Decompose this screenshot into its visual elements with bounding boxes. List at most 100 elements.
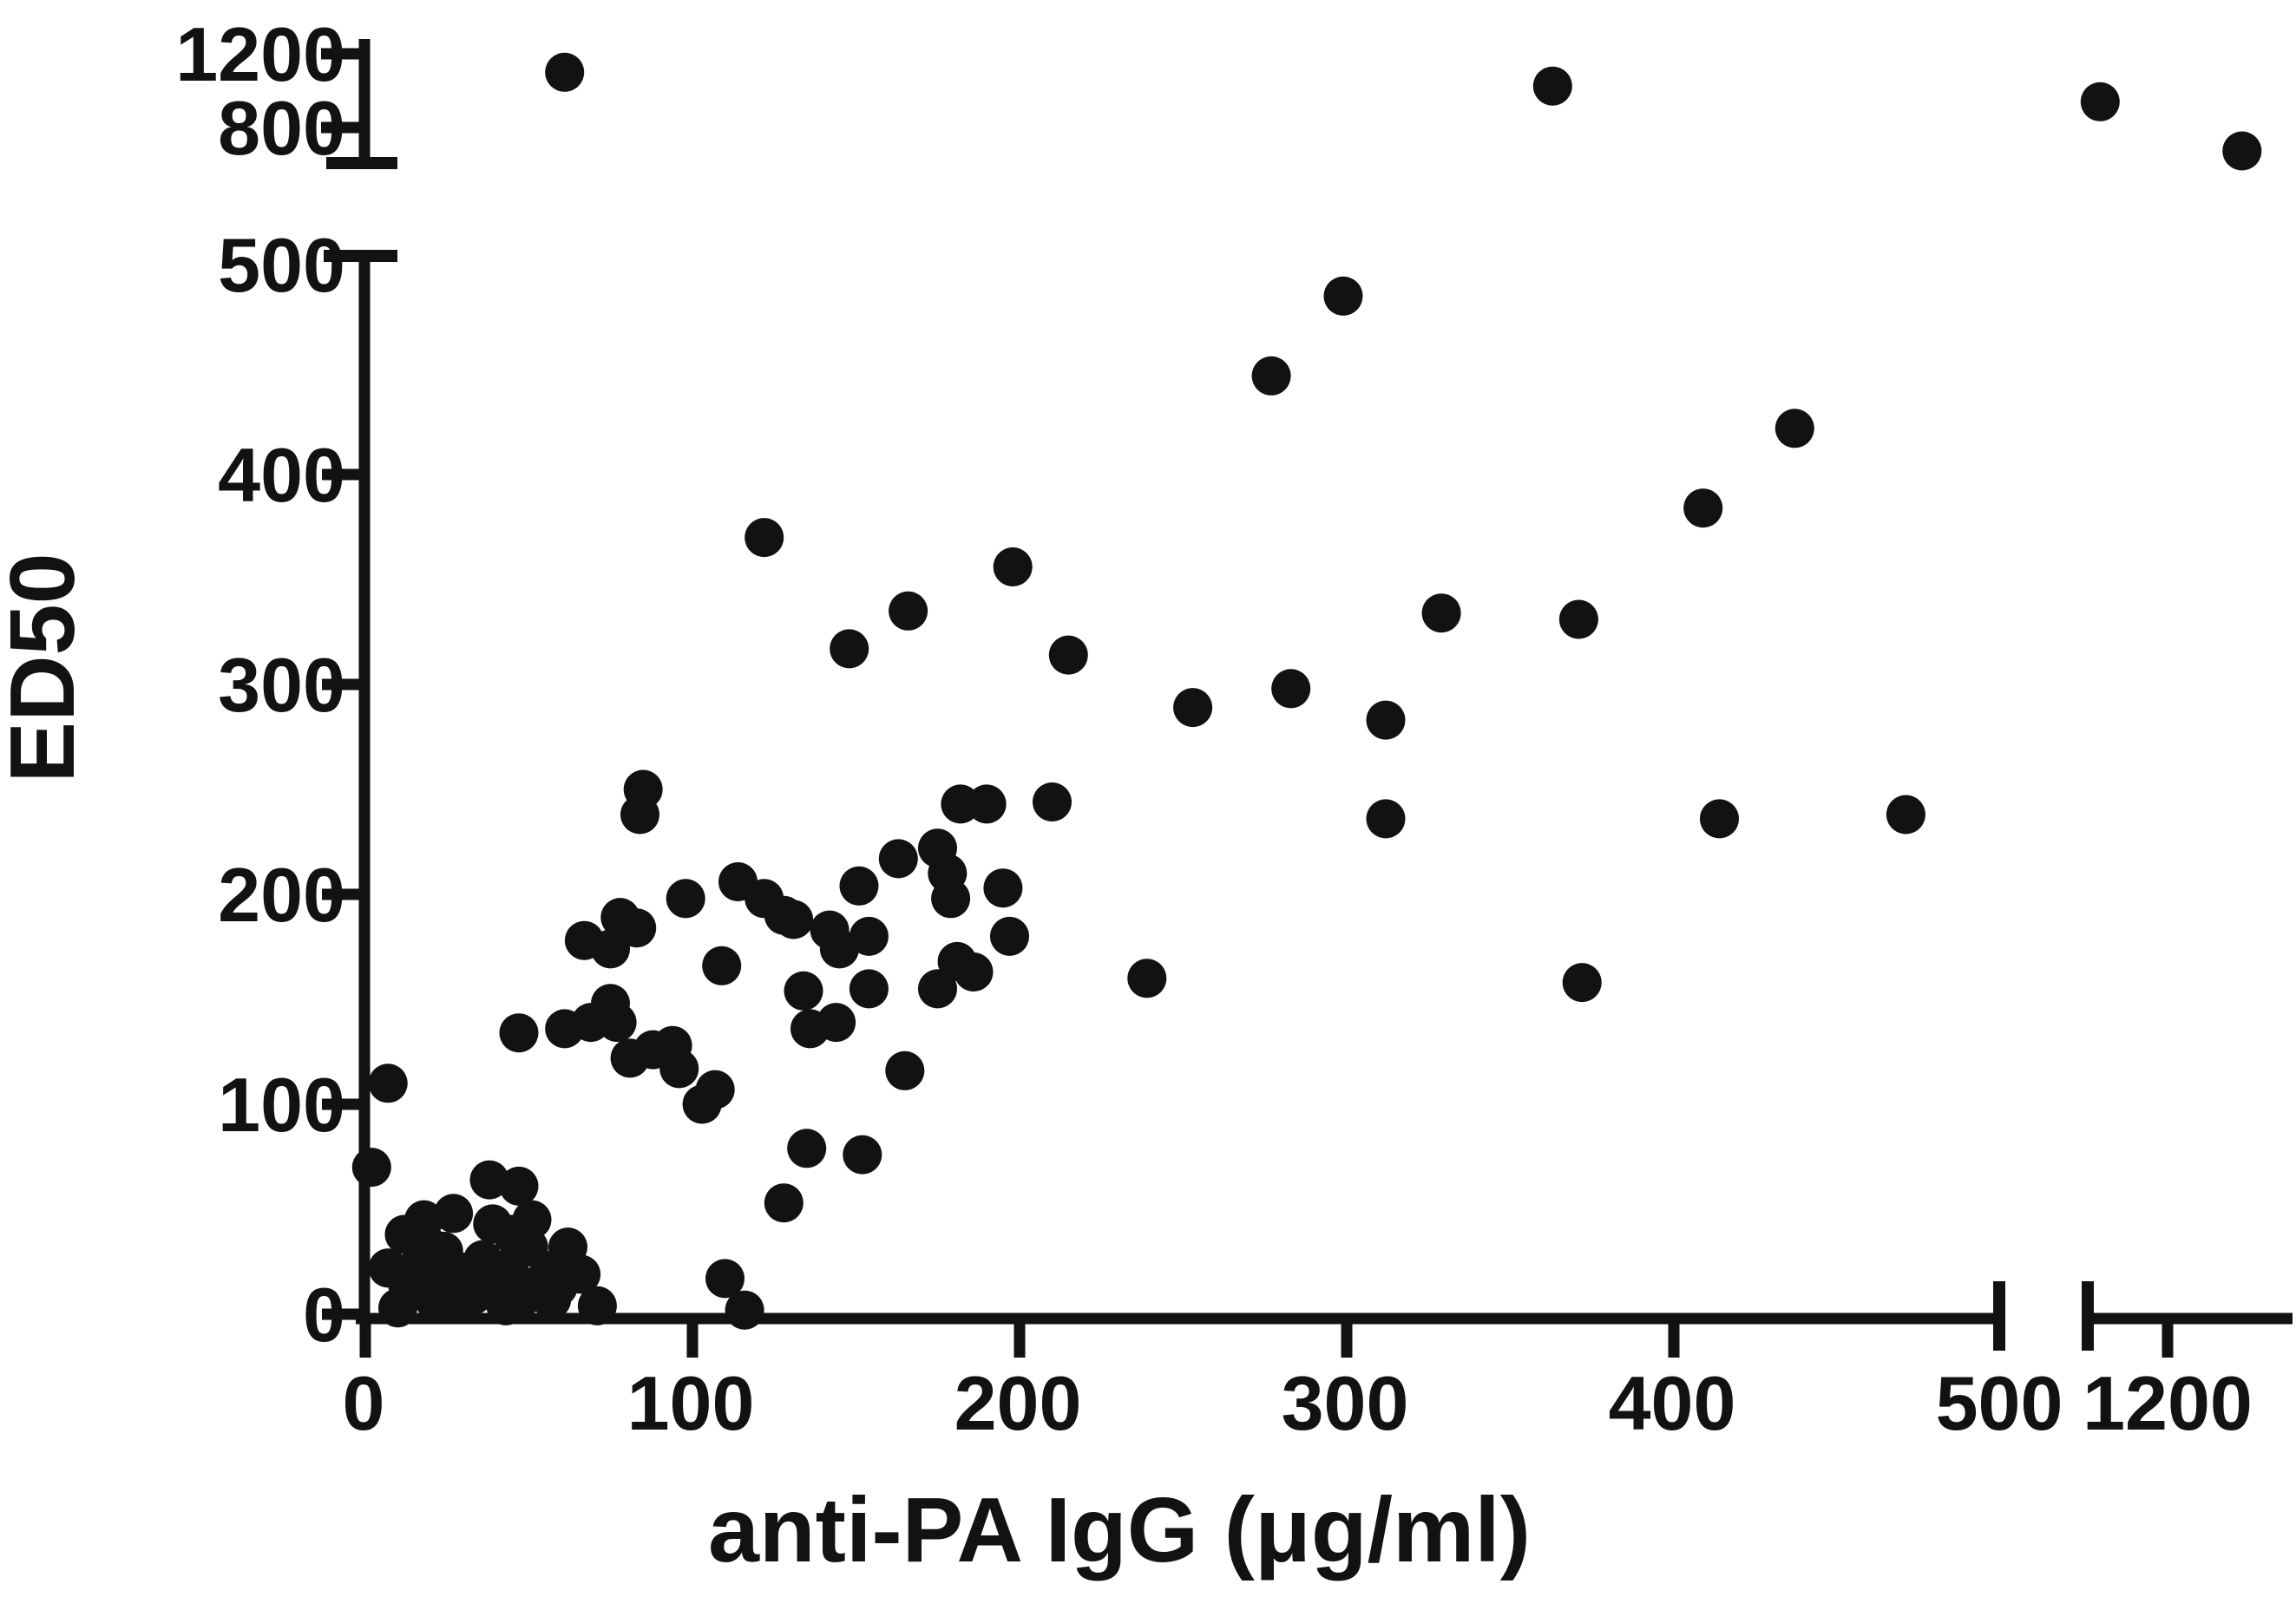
data-point: [659, 1049, 699, 1089]
y-axis-500-crossbar: [324, 250, 397, 262]
data-point: [1421, 593, 1461, 633]
data-point: [368, 1064, 408, 1103]
axis-ticks: [321, 48, 2174, 1358]
x-tick-label: 100: [627, 1360, 755, 1446]
data-point: [849, 969, 889, 1009]
y-tick-label: 1200: [175, 11, 345, 97]
data-point: [1048, 635, 1088, 675]
data-point: [1127, 959, 1167, 998]
y-tick: [321, 121, 368, 134]
data-point: [983, 868, 1023, 908]
y-axis-break-mark: [326, 157, 397, 169]
data-point: [499, 1166, 539, 1206]
y-tick: [322, 678, 364, 691]
data-point: [434, 1194, 474, 1234]
x-tick: [1341, 1319, 1353, 1358]
y-tick-label: 200: [218, 852, 345, 938]
x-tick-label: 200: [954, 1360, 1082, 1446]
data-point: [695, 1070, 735, 1109]
data-point: [849, 916, 889, 956]
data-point: [918, 969, 957, 1009]
data-point: [469, 1160, 509, 1200]
data-point: [2222, 131, 2262, 171]
x-tick: [359, 1319, 371, 1358]
data-point: [577, 1286, 617, 1325]
data-point: [702, 946, 742, 985]
axes: [324, 39, 2293, 1351]
data-point: [784, 971, 823, 1011]
data-point: [2080, 82, 2120, 121]
data-point: [1532, 66, 1572, 106]
x-axis-500-crossbar: [1993, 1281, 2005, 1351]
data-point: [1774, 409, 1814, 448]
x-tick: [686, 1319, 699, 1358]
data-point: [1251, 356, 1291, 396]
x-tick-label: 400: [1609, 1360, 1736, 1446]
data-point: [1558, 599, 1598, 639]
y-tick-label: 300: [218, 642, 345, 728]
y-axis-line: [358, 256, 371, 1325]
data-point: [954, 952, 994, 992]
data-point: [1271, 669, 1311, 709]
data-point: [705, 1259, 745, 1299]
data-point: [620, 795, 659, 834]
data-point: [993, 547, 1033, 586]
data-point: [990, 916, 1029, 956]
data-point: [843, 1135, 882, 1175]
data-point: [597, 1003, 637, 1043]
data-point: [967, 784, 1007, 824]
data-point: [885, 1050, 925, 1090]
data-point: [545, 52, 585, 92]
data-point: [1700, 799, 1739, 839]
data-point: [790, 1009, 830, 1049]
y-tick: [322, 468, 364, 481]
data-point: [1683, 488, 1723, 528]
y-axis-title: ED50: [0, 553, 94, 782]
data-point: [1366, 799, 1406, 839]
data-point: [878, 839, 918, 879]
y-axis-upper-segment: [358, 39, 371, 167]
data-point: [1173, 688, 1213, 728]
y-tick-label: 800: [218, 85, 345, 171]
data-point: [617, 908, 657, 948]
y-tick: [321, 48, 368, 60]
data-point: [819, 929, 859, 969]
y-tick-label: 0: [303, 1272, 345, 1358]
data-point: [499, 1013, 539, 1053]
x-axis-line: [356, 1312, 1999, 1325]
data-point: [774, 900, 814, 939]
x-tick-label: 500: [1936, 1360, 2063, 1446]
y-tick-label: 500: [218, 222, 345, 308]
data-point: [1323, 276, 1363, 316]
y-tick: [322, 1098, 364, 1110]
y-tick-label: 100: [218, 1062, 345, 1148]
data-point: [384, 1214, 424, 1254]
x-tick-label: 300: [1282, 1360, 1409, 1446]
x-tick-label: 0: [343, 1360, 385, 1446]
data-point: [745, 518, 784, 558]
data-point: [931, 879, 971, 919]
x-axis-title: anti-PA IgG (μg/ml): [708, 1479, 1531, 1581]
data-point: [351, 1148, 391, 1188]
y-tick-label: 400: [218, 432, 345, 518]
data-point: [489, 1248, 529, 1288]
y-tick: [322, 888, 364, 900]
data-point: [1033, 782, 1072, 821]
data-point: [1366, 700, 1406, 740]
x-axis-broken-segment: [2088, 1312, 2293, 1325]
data-point: [725, 1290, 764, 1330]
x-tick: [2162, 1319, 2174, 1358]
data-point: [666, 879, 705, 919]
x-tick-label: 1200: [2083, 1360, 2253, 1446]
data-point: [440, 1284, 480, 1324]
data-points: [351, 52, 2262, 1330]
data-point: [591, 929, 630, 969]
data-point: [368, 1248, 408, 1288]
data-point: [889, 591, 928, 631]
data-point: [787, 1129, 827, 1168]
data-point: [764, 1183, 804, 1223]
data-point: [830, 629, 869, 669]
x-tick: [1668, 1319, 1680, 1358]
